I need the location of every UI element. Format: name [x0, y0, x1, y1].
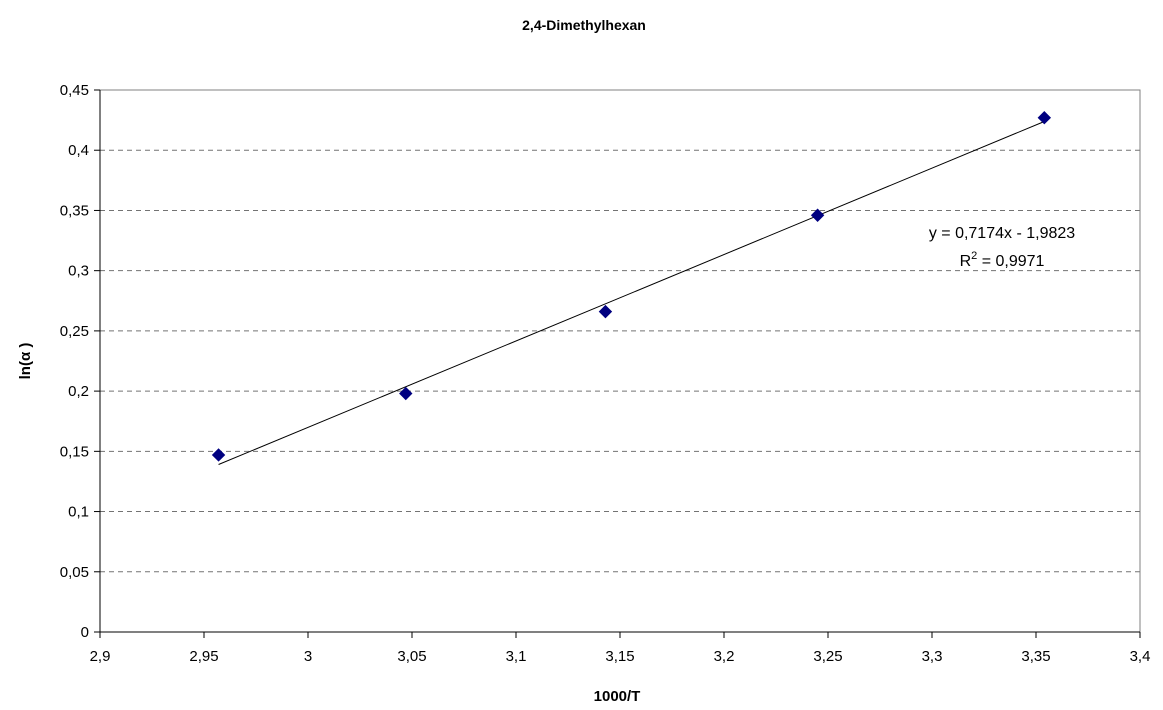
- x-tick-label: 2,95: [189, 648, 218, 665]
- trendline-equation: y = 0,7174x - 1,9823: [929, 225, 1075, 242]
- axes: [99, 90, 1140, 633]
- plot-area-frame: [99, 89, 1141, 633]
- y-axis-label: ln(α ): [17, 343, 34, 380]
- x-axis-label: 1000/T: [594, 688, 641, 705]
- data-point: [598, 304, 613, 319]
- chart-title: 2,4-Dimethylhexan: [522, 17, 646, 33]
- trendline: [218, 121, 1045, 465]
- x-axis-ticks: 2,9 2,95 3 3,05 3,1 3,15 3,2 3,25 3,3 3,35 3,4: [90, 632, 1151, 665]
- y-tick-label: 0,05: [60, 564, 89, 581]
- x-tick-label: 3,2: [714, 648, 735, 665]
- data-points: [211, 110, 1052, 462]
- y-tick-label: 0,35: [60, 202, 89, 219]
- y-tick-label: 0,45: [60, 82, 89, 99]
- y-tick-label: 0: [81, 624, 89, 641]
- grid-lines: [100, 149, 1140, 573]
- y-axis-ticks: 0 0,05 0,1 0,15 0,2 0,25 0,3 0,35 0,4 0,45: [60, 82, 100, 641]
- data-point: [810, 208, 825, 222]
- r2-superscript: 2: [971, 250, 977, 262]
- data-point: [399, 386, 413, 401]
- x-tick-label: 3,4: [1130, 648, 1151, 665]
- x-tick-label: 2,9: [90, 648, 111, 665]
- y-tick-label: 0,3: [68, 263, 89, 280]
- y-tick-label: 0,2: [68, 383, 89, 400]
- y-tick-label: 0,25: [60, 323, 89, 340]
- x-tick-label: 3,05: [397, 648, 426, 665]
- x-tick-label: 3,25: [813, 648, 842, 665]
- r2-value: = 0,9971: [977, 253, 1044, 270]
- x-tick-label: 3: [304, 648, 312, 665]
- trendline-r-squared: R2 = 0,9971: [960, 250, 1045, 270]
- r2-prefix: R: [960, 253, 972, 270]
- data-point: [1037, 110, 1052, 125]
- data-point: [211, 448, 226, 462]
- x-tick-label: 3,15: [605, 648, 634, 665]
- x-tick-label: 3,1: [506, 648, 527, 665]
- y-tick-label: 0,1: [68, 504, 89, 521]
- x-tick-label: 3,3: [922, 648, 943, 665]
- x-tick-label: 3,35: [1021, 648, 1050, 665]
- y-tick-label: 0,4: [68, 142, 89, 159]
- y-tick-label: 0,15: [60, 443, 89, 460]
